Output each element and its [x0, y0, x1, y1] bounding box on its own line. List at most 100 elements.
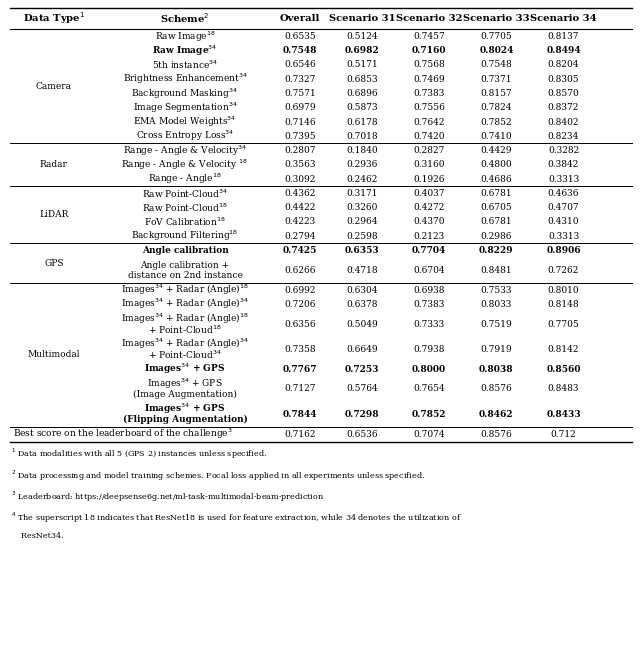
Text: 0.4707: 0.4707 — [548, 203, 579, 212]
Text: 0.6266: 0.6266 — [284, 266, 316, 275]
Text: + Point-Cloud$^{34}$: + Point-Cloud$^{34}$ — [148, 349, 222, 361]
Text: Scheme$^2$: Scheme$^2$ — [160, 12, 210, 25]
Text: $^4$ The superscript 18 indicates that ResNet18 is used for feature extraction, : $^4$ The superscript 18 indicates that R… — [11, 511, 461, 525]
Text: 0.6992: 0.6992 — [284, 286, 316, 295]
Text: 0.6304: 0.6304 — [346, 286, 378, 295]
Text: Background Filtering$^{18}$: Background Filtering$^{18}$ — [131, 229, 239, 244]
Text: 0.7767: 0.7767 — [283, 365, 317, 374]
Text: 0.8372: 0.8372 — [548, 103, 579, 112]
Text: 0.7358: 0.7358 — [284, 345, 316, 354]
Text: Scenario 31: Scenario 31 — [328, 14, 396, 23]
Text: 0.7852: 0.7852 — [412, 410, 446, 418]
Text: 0.3092: 0.3092 — [284, 175, 316, 184]
Text: 0.3313: 0.3313 — [548, 232, 579, 241]
Text: Raw Point-Cloud$^{18}$: Raw Point-Cloud$^{18}$ — [142, 201, 228, 214]
Text: 0.7253: 0.7253 — [345, 365, 379, 374]
Text: 0.7410: 0.7410 — [481, 131, 512, 141]
Text: 0.8481: 0.8481 — [481, 266, 512, 275]
Text: 0.6535: 0.6535 — [284, 32, 316, 41]
Text: 0.3313: 0.3313 — [548, 175, 579, 184]
Text: 0.4272: 0.4272 — [413, 203, 445, 212]
Text: 0.3563: 0.3563 — [284, 160, 316, 169]
Text: Scenario 32: Scenario 32 — [396, 14, 462, 23]
Text: 0.4310: 0.4310 — [548, 217, 579, 226]
Text: Overall: Overall — [280, 14, 321, 23]
Text: $^3$ Leaderboard: https://deepsense6g.net/ml-task-multimodal-beam-prediction: $^3$ Leaderboard: https://deepsense6g.ne… — [11, 489, 324, 504]
Text: 0.4037: 0.4037 — [413, 189, 445, 198]
Text: 0.8560: 0.8560 — [547, 365, 580, 374]
Text: 0.8157: 0.8157 — [481, 89, 512, 98]
Text: 0.7852: 0.7852 — [481, 118, 512, 127]
Text: 0.6938: 0.6938 — [413, 286, 445, 295]
Text: Images$^{34}$ + Radar (Angle)$^{34}$: Images$^{34}$ + Radar (Angle)$^{34}$ — [121, 337, 249, 351]
Text: 0.2598: 0.2598 — [346, 232, 378, 241]
Text: 0.3260: 0.3260 — [346, 203, 378, 212]
Text: Raw Point-Cloud$^{34}$: Raw Point-Cloud$^{34}$ — [142, 187, 228, 200]
Text: Data Type$^1$: Data Type$^1$ — [22, 11, 85, 27]
Text: Cross Entropy Loss$^{34}$: Cross Entropy Loss$^{34}$ — [136, 129, 234, 143]
Text: 0.6896: 0.6896 — [346, 89, 378, 98]
Text: 0.2807: 0.2807 — [284, 146, 316, 155]
Text: 0.4223: 0.4223 — [285, 217, 316, 226]
Text: 5th instance$^{34}$: 5th instance$^{34}$ — [152, 58, 218, 71]
Text: 0.8234: 0.8234 — [548, 131, 579, 141]
Text: 0.6378: 0.6378 — [346, 299, 378, 309]
Text: 0.8137: 0.8137 — [548, 32, 579, 41]
Text: 0.2936: 0.2936 — [346, 160, 378, 169]
Text: 0.2986: 0.2986 — [481, 232, 512, 241]
Text: ResNet34.: ResNet34. — [11, 532, 63, 540]
Text: Range - Angle & Velocity $^{18}$: Range - Angle & Velocity $^{18}$ — [122, 157, 248, 172]
Text: 0.2123: 0.2123 — [413, 232, 445, 241]
Text: 0.7333: 0.7333 — [413, 319, 445, 329]
Text: 0.6705: 0.6705 — [481, 203, 512, 212]
Text: 0.6781: 0.6781 — [481, 189, 512, 198]
Text: Multimodal: Multimodal — [28, 350, 80, 359]
Text: 0.7568: 0.7568 — [413, 60, 445, 70]
Text: GPS: GPS — [44, 258, 63, 268]
Text: 0.712: 0.712 — [550, 430, 577, 439]
Text: 0.8433: 0.8433 — [546, 410, 581, 418]
Text: 0.7704: 0.7704 — [412, 246, 446, 255]
Text: 0.4370: 0.4370 — [413, 217, 445, 226]
Text: 0.5873: 0.5873 — [346, 103, 378, 112]
Text: 0.7162: 0.7162 — [284, 430, 316, 439]
Text: Images$^{34}$ + Radar (Angle)$^{18}$: Images$^{34}$ + Radar (Angle)$^{18}$ — [121, 312, 249, 326]
Text: 0.8024: 0.8024 — [479, 46, 513, 55]
Text: Raw Image$^{34}$: Raw Image$^{34}$ — [152, 43, 218, 58]
Text: Scenario 33: Scenario 33 — [463, 14, 530, 23]
Text: 0.7548: 0.7548 — [283, 46, 317, 55]
Text: 0.7371: 0.7371 — [481, 74, 512, 84]
Text: 0.7519: 0.7519 — [481, 319, 512, 329]
Text: $^2$ Data processing and model training schemes. Focal loss applied in all exper: $^2$ Data processing and model training … — [11, 468, 425, 483]
Text: 0.8483: 0.8483 — [548, 384, 579, 393]
Text: 0.1926: 0.1926 — [413, 175, 445, 184]
Text: 0.8142: 0.8142 — [548, 345, 579, 354]
Text: 0.8576: 0.8576 — [481, 430, 512, 439]
Text: FoV Calibration$^{18}$: FoV Calibration$^{18}$ — [144, 216, 226, 228]
Text: 0.5049: 0.5049 — [346, 319, 378, 329]
Text: Range - Angle & Velocity$^{34}$: Range - Angle & Velocity$^{34}$ — [123, 143, 247, 158]
Text: 0.2462: 0.2462 — [346, 175, 378, 184]
Text: 0.7654: 0.7654 — [413, 384, 445, 393]
Text: 0.6982: 0.6982 — [344, 46, 380, 55]
Text: EMA Model Weights$^{34}$: EMA Model Weights$^{34}$ — [133, 115, 237, 129]
Text: 0.8305: 0.8305 — [548, 74, 579, 84]
Text: 0.7206: 0.7206 — [284, 299, 316, 309]
Text: 0.8402: 0.8402 — [548, 118, 579, 127]
Text: 0.4429: 0.4429 — [481, 146, 512, 155]
Text: Images$^{34}$ + Radar (Angle)$^{18}$: Images$^{34}$ + Radar (Angle)$^{18}$ — [121, 283, 249, 297]
Text: Brightness Enhancement$^{34}$: Brightness Enhancement$^{34}$ — [122, 72, 248, 86]
Text: Range - Angle$^{18}$: Range - Angle$^{18}$ — [148, 172, 222, 187]
Text: Angle calibration: Angle calibration — [141, 246, 228, 255]
Text: 0.3160: 0.3160 — [413, 160, 445, 169]
Text: LiDAR: LiDAR — [39, 210, 68, 219]
Text: 0.8038: 0.8038 — [479, 365, 514, 374]
Text: 0.3171: 0.3171 — [346, 189, 378, 198]
Text: 0.7420: 0.7420 — [413, 131, 445, 141]
Text: (Flipping Augmentation): (Flipping Augmentation) — [122, 415, 248, 424]
Text: 0.8000: 0.8000 — [412, 365, 446, 374]
Text: Images$^{34}$ + Radar (Angle)$^{34}$: Images$^{34}$ + Radar (Angle)$^{34}$ — [121, 297, 249, 311]
Text: 0.7824: 0.7824 — [481, 103, 512, 112]
Text: 0.4362: 0.4362 — [284, 189, 316, 198]
Text: 0.4718: 0.4718 — [346, 266, 378, 275]
